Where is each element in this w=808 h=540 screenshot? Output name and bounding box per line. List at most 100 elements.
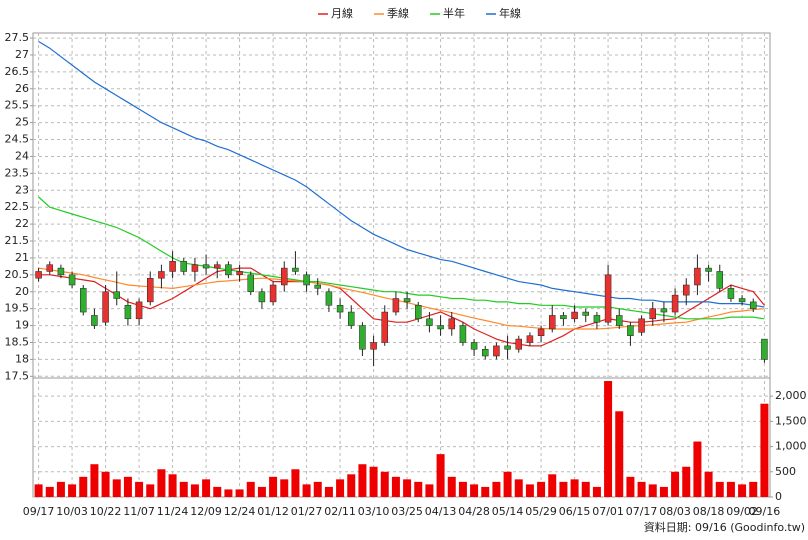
volume-bar bbox=[79, 476, 88, 497]
volume-bar bbox=[615, 411, 624, 497]
candle-body bbox=[158, 271, 165, 279]
volume-bar bbox=[135, 481, 144, 497]
y-tick-label: 26 bbox=[15, 82, 29, 95]
volume-bar bbox=[626, 476, 635, 497]
candle-body bbox=[582, 311, 589, 316]
volume-bar bbox=[637, 481, 646, 497]
volume-bar bbox=[45, 486, 54, 497]
y-tick-label: 23 bbox=[15, 183, 29, 196]
volume-bar bbox=[202, 479, 211, 497]
volume-bar bbox=[157, 469, 166, 497]
candle-body bbox=[482, 349, 489, 357]
candle-body bbox=[370, 342, 377, 350]
x-tick-label: 12/24 bbox=[224, 505, 256, 518]
candle-body bbox=[359, 325, 366, 350]
candle-body bbox=[191, 264, 199, 272]
legend-label: 半年 bbox=[443, 6, 465, 20]
candle-body bbox=[616, 315, 623, 326]
volume-bar bbox=[313, 481, 322, 497]
volume-bar bbox=[581, 481, 590, 497]
volume-bar bbox=[537, 481, 546, 497]
x-tick-label: 10/03 bbox=[56, 505, 88, 518]
y-tick-label: 500 bbox=[775, 465, 796, 478]
volume-bar bbox=[403, 479, 412, 497]
y-tick-label: 19 bbox=[15, 319, 29, 332]
volume-bar bbox=[414, 481, 423, 497]
volume-bar bbox=[291, 469, 300, 497]
candle-body bbox=[716, 271, 723, 289]
volume-bar bbox=[425, 484, 434, 497]
candle-body bbox=[560, 315, 567, 320]
ma-line bbox=[38, 196, 765, 320]
candle-body bbox=[202, 264, 210, 269]
legend-label: 季線 bbox=[387, 6, 409, 20]
candle-body bbox=[437, 325, 444, 330]
candle-body bbox=[727, 288, 735, 299]
candle-body bbox=[180, 261, 187, 272]
candle-body bbox=[91, 315, 98, 326]
volume-bar bbox=[190, 484, 199, 497]
x-tick-label: 03/25 bbox=[391, 505, 423, 518]
volume-bar bbox=[570, 479, 579, 497]
candle-body bbox=[683, 284, 690, 296]
y-tick-label: 18.5 bbox=[5, 335, 30, 348]
candle-body bbox=[381, 311, 388, 343]
candle-body bbox=[303, 274, 310, 286]
candle-body bbox=[504, 345, 511, 350]
volume-bar bbox=[548, 474, 557, 497]
legend-label: 月線 bbox=[331, 6, 353, 20]
candle-body bbox=[705, 267, 712, 272]
footnote: 資料日期: 09/16 (Goodinfo.tw) bbox=[644, 520, 805, 534]
x-tick-label: 06/15 bbox=[559, 505, 591, 518]
candle-body bbox=[493, 345, 500, 357]
y-tick-label: 0 bbox=[775, 490, 782, 503]
volume-bar bbox=[336, 479, 345, 497]
y-tick-label: 1,000 bbox=[775, 440, 807, 453]
y-tick-label: 17.5 bbox=[5, 369, 30, 382]
y-tick-label: 20.5 bbox=[5, 268, 30, 281]
volume-bar bbox=[525, 484, 534, 497]
candle-body bbox=[113, 291, 120, 299]
volume-bar bbox=[693, 441, 702, 497]
candle-body bbox=[627, 325, 634, 336]
volume-bar bbox=[369, 466, 378, 497]
volume-bar bbox=[246, 481, 255, 497]
volume-bar bbox=[749, 481, 758, 497]
y-tick-label: 24.5 bbox=[5, 133, 30, 146]
candle-body bbox=[593, 315, 601, 323]
volume-bar bbox=[447, 476, 456, 497]
x-tick-label: 11/24 bbox=[157, 505, 189, 518]
candle-body bbox=[761, 338, 768, 360]
candle-body bbox=[660, 308, 668, 313]
candle-body bbox=[269, 284, 277, 303]
x-tick-label: 03/10 bbox=[358, 505, 390, 518]
volume-bar bbox=[492, 481, 501, 497]
y-tick-label: 26.5 bbox=[5, 65, 30, 78]
candle-body bbox=[426, 318, 433, 326]
ma-line bbox=[38, 40, 765, 308]
volume-bar bbox=[324, 486, 333, 497]
candle-body bbox=[403, 298, 411, 303]
x-tick-label: 09/16 bbox=[749, 505, 781, 518]
volume-bar bbox=[213, 486, 222, 497]
x-tick-label: 08/03 bbox=[659, 505, 691, 518]
x-tick-label: 09/17 bbox=[23, 505, 55, 518]
volume-bar bbox=[302, 484, 311, 497]
y-tick-label: 23.5 bbox=[5, 166, 30, 179]
volume-bar bbox=[704, 471, 713, 497]
volume-bar bbox=[604, 381, 613, 497]
x-tick-label: 05/14 bbox=[492, 505, 524, 518]
x-tick-label: 04/28 bbox=[458, 505, 490, 518]
candle-body bbox=[694, 267, 701, 286]
volume-bar bbox=[123, 476, 132, 497]
volume-bar bbox=[380, 471, 389, 497]
y-tick-label: 20 bbox=[15, 285, 29, 298]
candle-body bbox=[225, 264, 232, 276]
candle-body bbox=[281, 267, 288, 286]
volume-bar bbox=[458, 481, 467, 497]
volume-bar bbox=[760, 403, 769, 497]
x-tick-label: 04/13 bbox=[425, 505, 457, 518]
volume-bar bbox=[648, 484, 657, 497]
volume-bar bbox=[436, 454, 445, 497]
volume-bar bbox=[592, 486, 601, 497]
